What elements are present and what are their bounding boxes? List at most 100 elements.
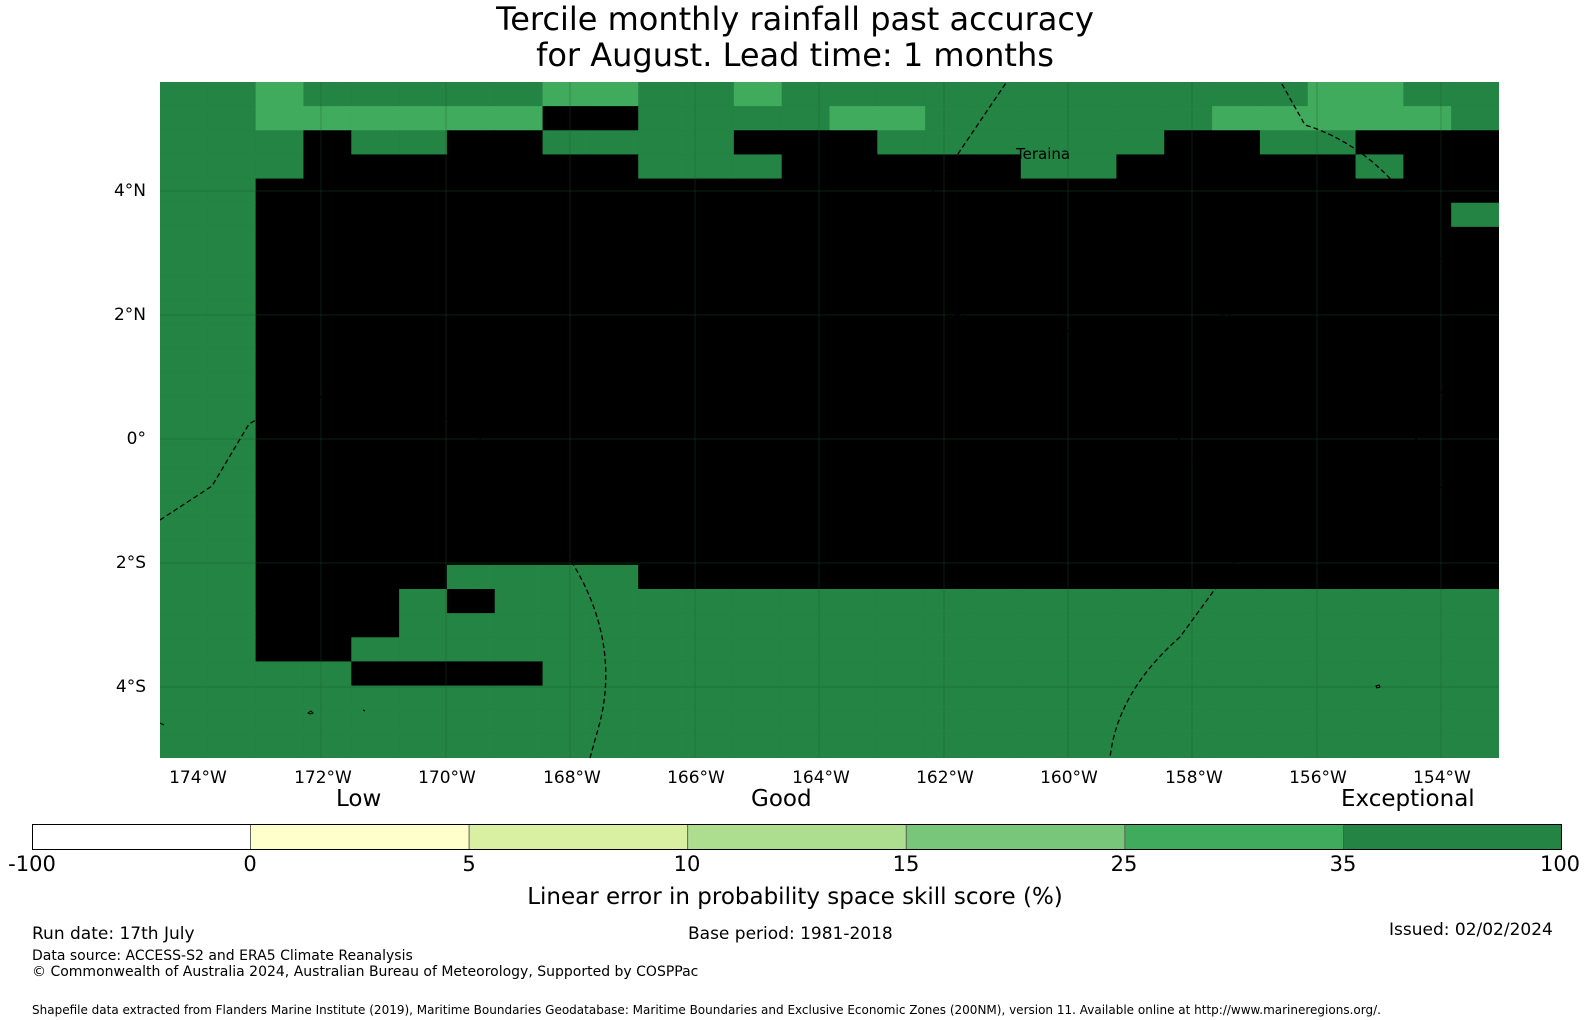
grid-cell [351, 347, 400, 373]
issued-date: Issued: 02/02/2024 [1389, 920, 1553, 940]
grid-cell [303, 637, 352, 663]
grid-cell [1212, 106, 1261, 131]
grid-cell [255, 661, 305, 687]
grid-cell [1068, 347, 1118, 373]
grid-cell [160, 347, 209, 373]
grid-cell [590, 685, 639, 711]
lon-label: 158°W [1165, 768, 1223, 788]
grid-cell [1116, 154, 1165, 180]
colorbar-tick: 25 [1110, 852, 1138, 876]
grid-cell [877, 685, 926, 711]
grid-cell [399, 685, 448, 711]
grid-cell [590, 613, 639, 638]
grid-cell [925, 299, 974, 325]
grid-cell [877, 251, 926, 276]
grid-cell [1307, 371, 1357, 397]
grid-cell [1116, 202, 1165, 228]
grid-cell [446, 395, 496, 421]
grid-cell [446, 323, 496, 349]
grid-cell [925, 661, 974, 687]
grid-cell [1259, 733, 1309, 758]
grid-cell [1355, 661, 1404, 687]
grid-cell [351, 661, 400, 687]
grid-cell [1307, 347, 1357, 373]
colorbar-segment [31, 823, 251, 851]
grid-cell [829, 299, 878, 325]
grid-cell [1307, 444, 1357, 469]
grid-cell [160, 564, 209, 590]
grid-cell [972, 564, 1022, 590]
grid-cell [925, 709, 974, 735]
grid-cell [1068, 130, 1118, 156]
grid-cell [160, 371, 209, 397]
grid-cell [686, 540, 735, 566]
grid-cell [1212, 564, 1261, 590]
grid-cell [1212, 347, 1261, 373]
grid-cell [781, 468, 831, 494]
grid-cell [638, 613, 687, 638]
grid-cell [590, 299, 639, 325]
grid-cell [1212, 540, 1261, 566]
grid-cell [255, 371, 305, 397]
grid-cell [1403, 82, 1452, 107]
grid-cell [446, 299, 496, 325]
grid-cell [638, 130, 687, 156]
grid-cell [638, 420, 687, 445]
grid-cell [1068, 395, 1118, 421]
grid-cell [686, 709, 735, 735]
grid-cell [1451, 420, 1499, 445]
grid-cell [733, 468, 783, 494]
grid-cell [1020, 420, 1070, 445]
grid-cell [1164, 226, 1213, 252]
grid-cell [1020, 492, 1070, 518]
grid-cell [542, 516, 591, 542]
grid-cell [351, 82, 400, 107]
grid-cell [972, 106, 1022, 131]
grid-cell [733, 299, 783, 325]
grid-cell [877, 154, 926, 180]
grid-cell [1451, 589, 1499, 614]
grid-cell [494, 323, 544, 349]
grid-cell [829, 468, 878, 494]
grid-cell [160, 589, 209, 614]
grid-cell [1307, 613, 1357, 638]
grid-cell [972, 661, 1022, 687]
grid-cell [1116, 685, 1165, 711]
grid-cell [781, 444, 831, 469]
grid-cell [399, 468, 448, 494]
grid-cell [1116, 709, 1165, 735]
grid-cell [1068, 589, 1118, 614]
grid-cell [1116, 733, 1165, 758]
grid-cell [303, 395, 352, 421]
grid-cell [1116, 251, 1165, 276]
grid-cell [686, 492, 735, 518]
grid-cell [925, 371, 974, 397]
grid-cell [1068, 106, 1118, 131]
grid-cell [925, 733, 974, 758]
grid-cell [781, 685, 831, 711]
colorbar-tick: 0 [243, 852, 257, 876]
grid-cell [446, 589, 496, 614]
lon-label: 170°W [418, 768, 476, 788]
grid-cell [1068, 226, 1118, 252]
grid-cell [351, 395, 400, 421]
grid-cell [1451, 299, 1499, 325]
grid-cell [446, 709, 496, 735]
grid-cell [1212, 154, 1261, 180]
grid-cell [255, 82, 305, 107]
grid-cell [1212, 661, 1261, 687]
grid-cell [877, 106, 926, 131]
grid-cell [399, 202, 448, 228]
grid-cell [351, 733, 400, 758]
grid-cell [446, 613, 496, 638]
grid-cell [1451, 637, 1499, 663]
grid-cell [972, 420, 1022, 445]
colorbar-segment [905, 823, 1126, 851]
grid-cell [590, 492, 639, 518]
grid-cell [781, 130, 831, 156]
grid-cell [351, 540, 400, 566]
grid-cell [303, 613, 352, 638]
grid-cell [1451, 82, 1499, 107]
grid-cell [542, 275, 591, 300]
grid-cell [1068, 444, 1118, 469]
